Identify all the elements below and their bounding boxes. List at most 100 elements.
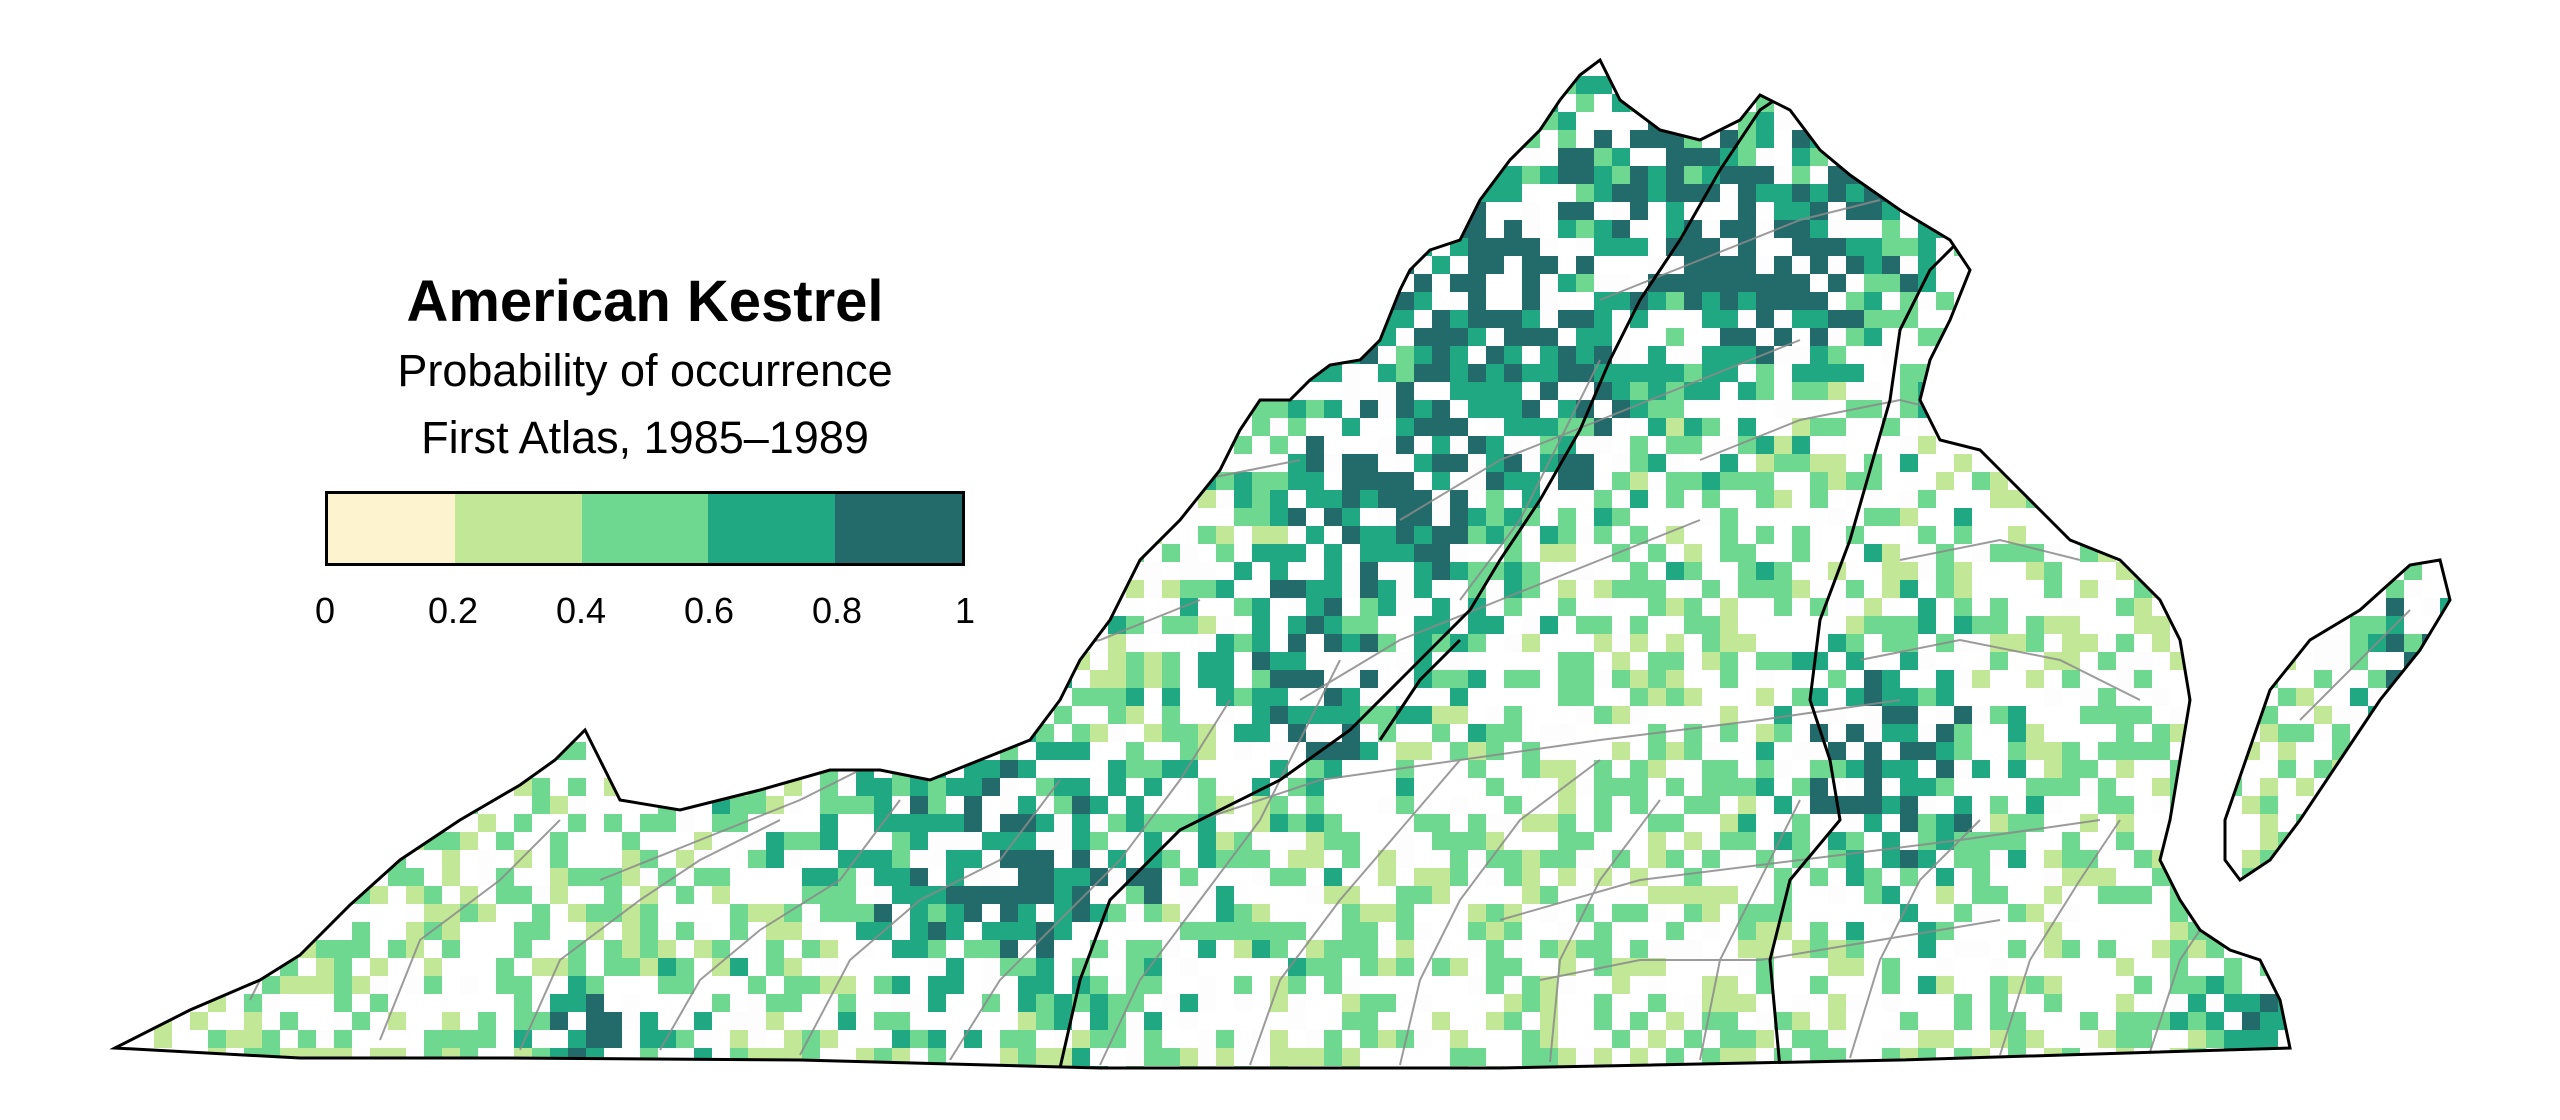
grid-block [1414,60,1432,76]
grid-block [1720,1048,1738,1066]
grid-block [1198,940,1216,958]
grid-block [1468,364,1486,382]
grid-block [2044,616,2062,634]
grid-block [115,976,118,994]
grid-block [1216,886,1234,904]
grid-block [1468,760,1486,778]
grid-block [370,112,388,130]
grid-block [2458,868,2476,886]
grid-block [1702,598,1720,616]
grid-block [568,112,586,130]
grid-block [1630,904,1648,922]
grid-block [1234,238,1252,256]
grid-block [298,1030,316,1048]
grid-block [2170,976,2188,994]
grid-block [1342,904,1360,922]
map-period: First Atlas, 1985–1989 [421,412,869,463]
grid-block [2206,292,2224,310]
grid-block [2080,436,2098,454]
grid-block [1324,256,1342,274]
grid-block [1594,148,1612,166]
grid-block [2386,40,2404,58]
grid-block [568,670,586,688]
grid-block [712,1066,730,1068]
grid-block [1288,60,1306,76]
grid-block [622,238,640,256]
grid-block [2458,526,2476,544]
grid-block [208,598,226,616]
grid-block [1486,346,1504,364]
grid-block [2152,382,2170,400]
grid-block [1360,958,1378,976]
grid-block [586,112,604,130]
grid-block [2044,976,2062,994]
grid-block [2242,796,2260,814]
grid-block [1342,94,1360,112]
grid-block [208,1030,226,1048]
grid-block [460,472,478,490]
grid-block [208,76,226,94]
grid-block [928,814,946,832]
grid-block [1288,922,1306,940]
grid-block [2044,742,2062,760]
grid-block [2098,220,2116,238]
grid-block [1990,112,2008,130]
grid-block [838,976,856,994]
grid-block [1342,238,1360,256]
grid-block [1954,526,1972,544]
grid-block [1990,418,2008,436]
grid-block [910,472,928,490]
grid-block [1486,976,1504,994]
grid-block [2188,616,2206,634]
grid-block [2224,688,2242,706]
grid-block [1144,760,1162,778]
grid-block [1036,670,1054,688]
grid-block [874,778,892,796]
grid-block [2224,94,2242,112]
grid-block [1738,904,1756,922]
grid-block [2314,364,2332,382]
grid-block [802,60,820,76]
grid-block [226,724,244,742]
grid-block [946,688,964,706]
grid-block [424,220,442,238]
grid-block [874,670,892,688]
grid-block [2116,634,2134,652]
grid-block [2458,886,2476,904]
grid-block [964,1066,982,1068]
grid-block [2440,310,2450,328]
grid-block [2008,184,2026,202]
grid-block [1540,526,1558,544]
grid-block [2278,382,2296,400]
grid-block [2332,112,2350,130]
grid-block [1252,94,1270,112]
grid-block [1666,436,1684,454]
grid-block [1774,256,1792,274]
grid-block [1342,256,1360,274]
grid-block [2296,76,2314,94]
grid-block [1522,994,1540,1012]
grid-block [298,868,316,886]
grid-block [514,634,532,652]
grid-block [1180,742,1198,760]
grid-block [1882,220,1900,238]
grid-block [1342,454,1360,472]
grid-block [1522,112,1540,130]
grid-block [1000,634,1018,652]
grid-block [964,688,982,706]
grid-block [1594,616,1612,634]
grid-block [1018,832,1036,850]
grid-block [478,166,496,184]
grid-block [1144,886,1162,904]
grid-block [298,976,316,994]
grid-block [2008,1030,2026,1048]
grid-block [2152,490,2170,508]
grid-block [1306,454,1324,472]
grid-block [1900,1066,1918,1068]
grid-block [2152,328,2170,346]
grid-block [1000,922,1018,940]
grid-block [2008,832,2026,850]
grid-block [1036,742,1054,760]
grid-block [1486,94,1504,112]
grid-block [676,1066,694,1068]
